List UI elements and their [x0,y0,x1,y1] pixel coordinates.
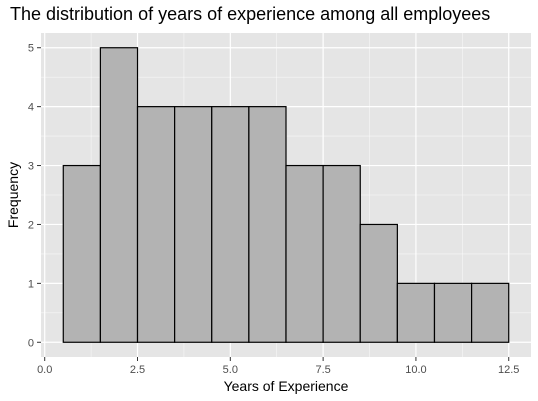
y-tick-label: 0 [28,337,34,349]
histogram-bar [62,164,101,343]
histogram-bar [433,282,473,343]
chart-title: The distribution of years of experience … [10,4,491,24]
histogram-bar [248,106,287,343]
y-tick-label: 2 [28,219,34,231]
y-axis: 0 1 2 3 4 5 [28,43,41,349]
histogram-bar [174,106,213,343]
y-tick-label: 3 [28,161,34,173]
histogram-bar [285,164,324,343]
y-tick-label: 4 [28,102,34,114]
x-tick-label: 2.5 [130,364,145,376]
x-tick-label: 5.0 [223,364,238,376]
histogram-bar [136,106,176,343]
histogram-bar [396,282,436,343]
y-axis-title: Frequency [5,162,21,228]
x-tick-label: 12.5 [498,364,519,376]
y-tick-label: 5 [28,43,34,55]
y-tick-label: 1 [28,278,34,290]
histogram-bars [62,47,510,343]
x-axis: 0.0 2.5 5.0 7.5 10.0 12.5 [37,357,519,376]
histogram-bar [359,223,398,343]
x-tick-label: 7.5 [315,364,330,376]
histogram-bar [322,164,361,343]
histogram-bar [99,47,139,343]
x-tick-label: 0.0 [37,364,52,376]
x-tick-label: 10.0 [405,364,426,376]
histogram-bar [471,282,510,343]
histogram-bar [211,106,250,343]
x-axis-title: Years of Experience [224,378,349,394]
